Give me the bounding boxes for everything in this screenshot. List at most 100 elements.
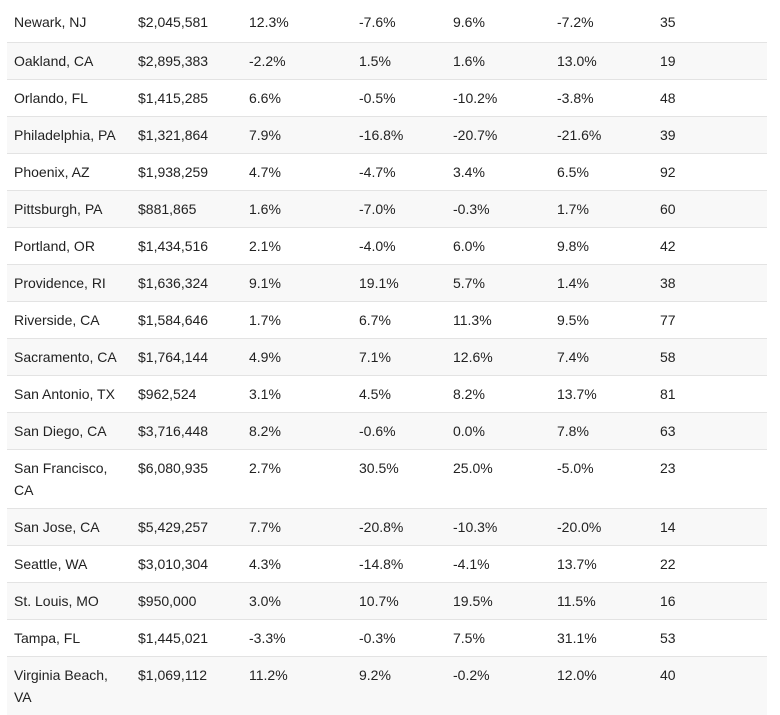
- city-cell: San Francisco, CA: [7, 450, 131, 509]
- city-cell: San Diego, CA: [7, 413, 131, 450]
- value-cell: $962,524: [131, 376, 242, 413]
- city-cell: Newark, NJ: [7, 0, 131, 43]
- change-2-cell: -4.7%: [352, 154, 446, 191]
- change-4-cell: 6.5%: [550, 154, 653, 191]
- change-2-cell: -14.8%: [352, 546, 446, 583]
- change-1-cell: -3.3%: [242, 620, 352, 657]
- change-4-cell: 31.1%: [550, 620, 653, 657]
- change-1-cell: 4.7%: [242, 154, 352, 191]
- city-cell: Portland, OR: [7, 228, 131, 265]
- change-4-cell: 11.5%: [550, 583, 653, 620]
- change-1-cell: -2.2%: [242, 43, 352, 80]
- value-cell: $1,584,646: [131, 302, 242, 339]
- change-3-cell: 3.4%: [446, 154, 550, 191]
- rank-cell: 42: [653, 228, 767, 265]
- change-3-cell: 6.0%: [446, 228, 550, 265]
- rank-cell: 60: [653, 191, 767, 228]
- value-cell: $1,434,516: [131, 228, 242, 265]
- city-cell: Seattle, WA: [7, 546, 131, 583]
- city-cell: Providence, RI: [7, 265, 131, 302]
- change-4-cell: -7.2%: [550, 0, 653, 43]
- change-1-cell: 4.3%: [242, 546, 352, 583]
- city-cell: Sacramento, CA: [7, 339, 131, 376]
- rank-cell: 14: [653, 509, 767, 546]
- change-3-cell: 8.2%: [446, 376, 550, 413]
- change-1-cell: 2.7%: [242, 450, 352, 509]
- change-3-cell: 5.7%: [446, 265, 550, 302]
- change-1-cell: 1.7%: [242, 302, 352, 339]
- value-cell: $1,069,112: [131, 657, 242, 715]
- value-cell: $1,938,259: [131, 154, 242, 191]
- change-2-cell: -20.8%: [352, 509, 446, 546]
- value-cell: $950,000: [131, 583, 242, 620]
- value-cell: $1,445,021: [131, 620, 242, 657]
- change-1-cell: 6.6%: [242, 80, 352, 117]
- change-1-cell: 4.9%: [242, 339, 352, 376]
- change-4-cell: 13.7%: [550, 376, 653, 413]
- rank-cell: 77: [653, 302, 767, 339]
- change-3-cell: -10.3%: [446, 509, 550, 546]
- value-cell: $1,321,864: [131, 117, 242, 154]
- value-cell: $2,895,383: [131, 43, 242, 80]
- city-cell: Riverside, CA: [7, 302, 131, 339]
- change-4-cell: 1.4%: [550, 265, 653, 302]
- change-2-cell: -4.0%: [352, 228, 446, 265]
- table-row: Tampa, FL$1,445,021-3.3%-0.3%7.5%31.1%53: [7, 620, 767, 657]
- change-1-cell: 8.2%: [242, 413, 352, 450]
- change-2-cell: 6.7%: [352, 302, 446, 339]
- value-cell: $3,010,304: [131, 546, 242, 583]
- rank-cell: 58: [653, 339, 767, 376]
- city-cell: Orlando, FL: [7, 80, 131, 117]
- change-3-cell: 1.6%: [446, 43, 550, 80]
- change-4-cell: 9.8%: [550, 228, 653, 265]
- value-cell: $3,716,448: [131, 413, 242, 450]
- city-cell: St. Louis, MO: [7, 583, 131, 620]
- change-1-cell: 12.3%: [242, 0, 352, 43]
- city-cell: Tampa, FL: [7, 620, 131, 657]
- rank-cell: 40: [653, 657, 767, 715]
- change-1-cell: 9.1%: [242, 265, 352, 302]
- rank-cell: 48: [653, 80, 767, 117]
- change-1-cell: 3.1%: [242, 376, 352, 413]
- change-2-cell: 30.5%: [352, 450, 446, 509]
- city-cell: Phoenix, AZ: [7, 154, 131, 191]
- rank-cell: 92: [653, 154, 767, 191]
- change-2-cell: -0.3%: [352, 620, 446, 657]
- value-cell: $5,429,257: [131, 509, 242, 546]
- change-1-cell: 2.1%: [242, 228, 352, 265]
- city-cell: Pittsburgh, PA: [7, 191, 131, 228]
- change-2-cell: -0.5%: [352, 80, 446, 117]
- change-4-cell: -20.0%: [550, 509, 653, 546]
- change-3-cell: 19.5%: [446, 583, 550, 620]
- change-2-cell: -16.8%: [352, 117, 446, 154]
- change-3-cell: -0.2%: [446, 657, 550, 715]
- value-cell: $2,045,581: [131, 0, 242, 43]
- change-1-cell: 7.7%: [242, 509, 352, 546]
- change-4-cell: 13.0%: [550, 43, 653, 80]
- change-4-cell: 1.7%: [550, 191, 653, 228]
- change-3-cell: 7.5%: [446, 620, 550, 657]
- rank-cell: 35: [653, 0, 767, 43]
- change-3-cell: 11.3%: [446, 302, 550, 339]
- rank-cell: 81: [653, 376, 767, 413]
- change-2-cell: 1.5%: [352, 43, 446, 80]
- change-4-cell: 7.8%: [550, 413, 653, 450]
- rank-cell: 23: [653, 450, 767, 509]
- value-cell: $1,636,324: [131, 265, 242, 302]
- change-1-cell: 7.9%: [242, 117, 352, 154]
- change-4-cell: 7.4%: [550, 339, 653, 376]
- change-2-cell: 10.7%: [352, 583, 446, 620]
- change-2-cell: -7.6%: [352, 0, 446, 43]
